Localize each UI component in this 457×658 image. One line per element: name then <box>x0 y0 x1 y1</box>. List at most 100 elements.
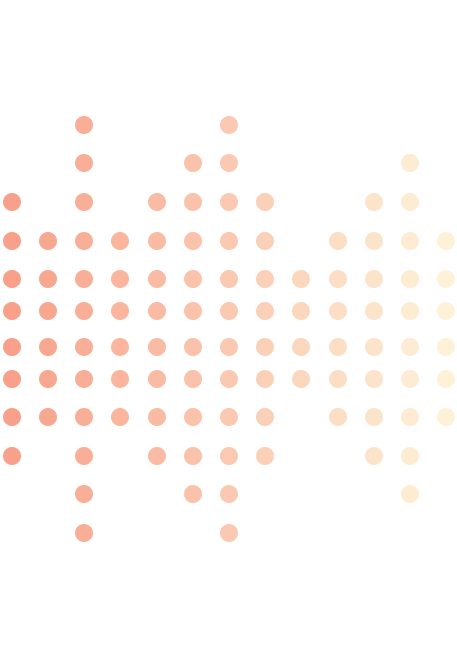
dot <box>401 193 419 211</box>
dot <box>256 408 274 426</box>
dot <box>292 302 310 320</box>
dot <box>184 270 202 288</box>
dot <box>437 338 455 356</box>
dot <box>292 370 310 388</box>
dot <box>184 485 202 503</box>
dot <box>75 302 93 320</box>
dot <box>3 338 21 356</box>
dot <box>220 302 238 320</box>
dot <box>148 270 166 288</box>
dot <box>39 338 57 356</box>
dot <box>365 370 383 388</box>
dot <box>184 370 202 388</box>
dot <box>220 524 238 542</box>
dot <box>401 338 419 356</box>
dot <box>365 193 383 211</box>
dot <box>148 338 166 356</box>
dot <box>220 270 238 288</box>
dot <box>75 485 93 503</box>
dot <box>148 370 166 388</box>
dot <box>401 270 419 288</box>
dot <box>111 370 129 388</box>
dot <box>256 447 274 465</box>
dot <box>292 338 310 356</box>
dot <box>365 302 383 320</box>
dot <box>401 408 419 426</box>
dot <box>220 485 238 503</box>
dot <box>148 302 166 320</box>
dot <box>184 232 202 250</box>
dot <box>401 485 419 503</box>
dot <box>220 232 238 250</box>
dot <box>39 370 57 388</box>
dot <box>220 370 238 388</box>
dot <box>75 116 93 134</box>
dot <box>39 302 57 320</box>
dot <box>256 370 274 388</box>
dot <box>256 302 274 320</box>
dot <box>111 338 129 356</box>
dot <box>111 270 129 288</box>
dot <box>184 154 202 172</box>
dot <box>39 408 57 426</box>
dot <box>256 338 274 356</box>
dot <box>329 270 347 288</box>
dot <box>329 370 347 388</box>
dot <box>184 447 202 465</box>
dot <box>111 232 129 250</box>
dot <box>3 193 21 211</box>
dot-group <box>3 116 455 542</box>
dot <box>365 408 383 426</box>
dot <box>75 447 93 465</box>
dot <box>184 302 202 320</box>
dot <box>75 524 93 542</box>
dot <box>329 338 347 356</box>
dot <box>220 338 238 356</box>
dot <box>75 408 93 426</box>
dot <box>3 408 21 426</box>
dot <box>329 232 347 250</box>
dot <box>437 370 455 388</box>
dot <box>401 232 419 250</box>
dot <box>220 193 238 211</box>
dot <box>437 408 455 426</box>
dot <box>365 447 383 465</box>
dot <box>365 232 383 250</box>
dot <box>111 408 129 426</box>
dot <box>184 193 202 211</box>
dot <box>75 193 93 211</box>
dot <box>220 116 238 134</box>
dot <box>292 270 310 288</box>
dot <box>220 408 238 426</box>
dot <box>437 232 455 250</box>
dot <box>184 408 202 426</box>
dot <box>75 370 93 388</box>
dot <box>184 338 202 356</box>
dot <box>401 302 419 320</box>
dot <box>329 302 347 320</box>
dot <box>75 154 93 172</box>
dot <box>256 193 274 211</box>
dot <box>39 232 57 250</box>
dot <box>75 232 93 250</box>
dot <box>401 447 419 465</box>
dot <box>148 447 166 465</box>
dot <box>75 338 93 356</box>
dot <box>220 154 238 172</box>
dot <box>148 193 166 211</box>
dot <box>3 270 21 288</box>
dot <box>3 370 21 388</box>
dot <box>401 154 419 172</box>
dot <box>3 302 21 320</box>
dot <box>3 232 21 250</box>
dot <box>39 270 57 288</box>
dot <box>3 447 21 465</box>
dot <box>220 447 238 465</box>
dot <box>437 302 455 320</box>
dot <box>437 270 455 288</box>
dot <box>148 232 166 250</box>
dot <box>329 408 347 426</box>
dot <box>401 370 419 388</box>
